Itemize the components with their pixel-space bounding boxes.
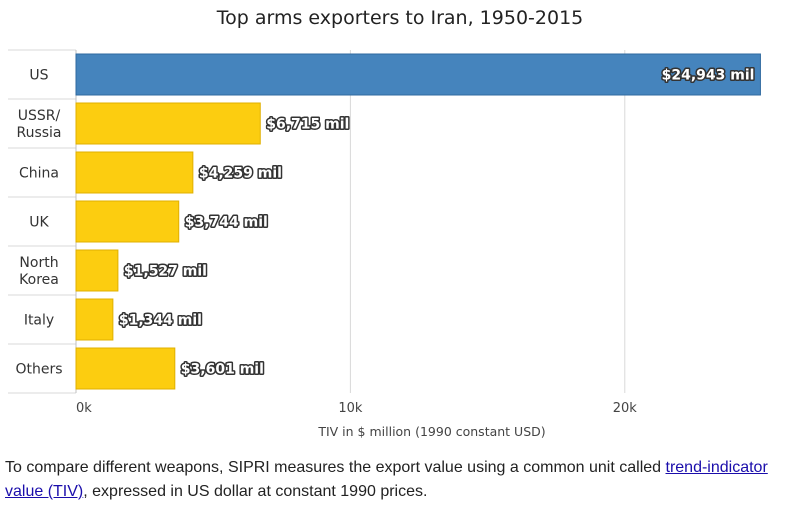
category-label-line: Italy — [24, 313, 54, 329]
bar[interactable] — [75, 249, 119, 292]
x-tick-label: 20k — [613, 401, 638, 416]
x-axis-ticks: 0k 10k 20k — [76, 401, 637, 416]
caption: To compare different weapons, SIPRI meas… — [5, 456, 795, 504]
category-label-line: Korea — [19, 272, 59, 288]
category-label-line: US — [29, 68, 48, 84]
bars — [75, 53, 761, 390]
bar-chart: Top arms exporters to Iran, 1950-2015 US… — [8, 7, 761, 439]
category-label-line: China — [19, 166, 59, 182]
bar[interactable] — [75, 102, 261, 145]
x-tick-label: 0k — [76, 401, 92, 416]
chart-title: Top arms exporters to Iran, 1950-2015 — [216, 7, 584, 29]
bar[interactable] — [75, 53, 761, 96]
category-label-line: UK — [29, 215, 49, 231]
bar[interactable] — [75, 200, 180, 243]
category-label: North Korea — [19, 255, 59, 288]
category-label: UK — [29, 215, 49, 231]
data-label: $24,943 mil — [662, 68, 755, 84]
caption-text-after: , expressed in US dollar at constant 199… — [83, 483, 428, 500]
category-label-line: USSR/ — [18, 108, 61, 124]
data-label: $4,259 mil — [199, 166, 282, 182]
x-tick-label: 10k — [338, 401, 363, 416]
category-label: USSR/Russia — [16, 108, 61, 141]
caption-text-before: To compare different weapons, SIPRI meas… — [5, 459, 666, 476]
x-axis-title: TIV in $ million (1990 constant USD) — [317, 424, 545, 439]
data-label: $3,601 mil — [181, 362, 264, 378]
data-label: $6,715 mil — [266, 117, 349, 133]
data-label: $1,527 mil — [124, 264, 207, 280]
category-label-line: North — [19, 255, 58, 271]
data-labels: $24,943 mil $6,715 mil $4,259 mil $3,744 mi… — [117, 66, 756, 379]
bar[interactable] — [75, 298, 114, 341]
category-label: Others — [15, 362, 62, 378]
category-labels: US USSR/Russia China UK North Korea Italy Other… — [15, 68, 62, 378]
bar[interactable] — [75, 151, 194, 194]
category-label: China — [19, 166, 59, 182]
tiv-link[interactable]: trend-indicator value (TIV) — [5, 459, 768, 500]
category-label-line: Russia — [16, 125, 61, 141]
category-label: US — [29, 68, 48, 84]
bar[interactable] — [75, 347, 176, 390]
data-label: $3,744 mil — [185, 215, 268, 231]
category-label: Italy — [24, 313, 54, 329]
data-label: $1,344 mil — [119, 313, 202, 329]
category-label-line: Others — [15, 362, 62, 378]
